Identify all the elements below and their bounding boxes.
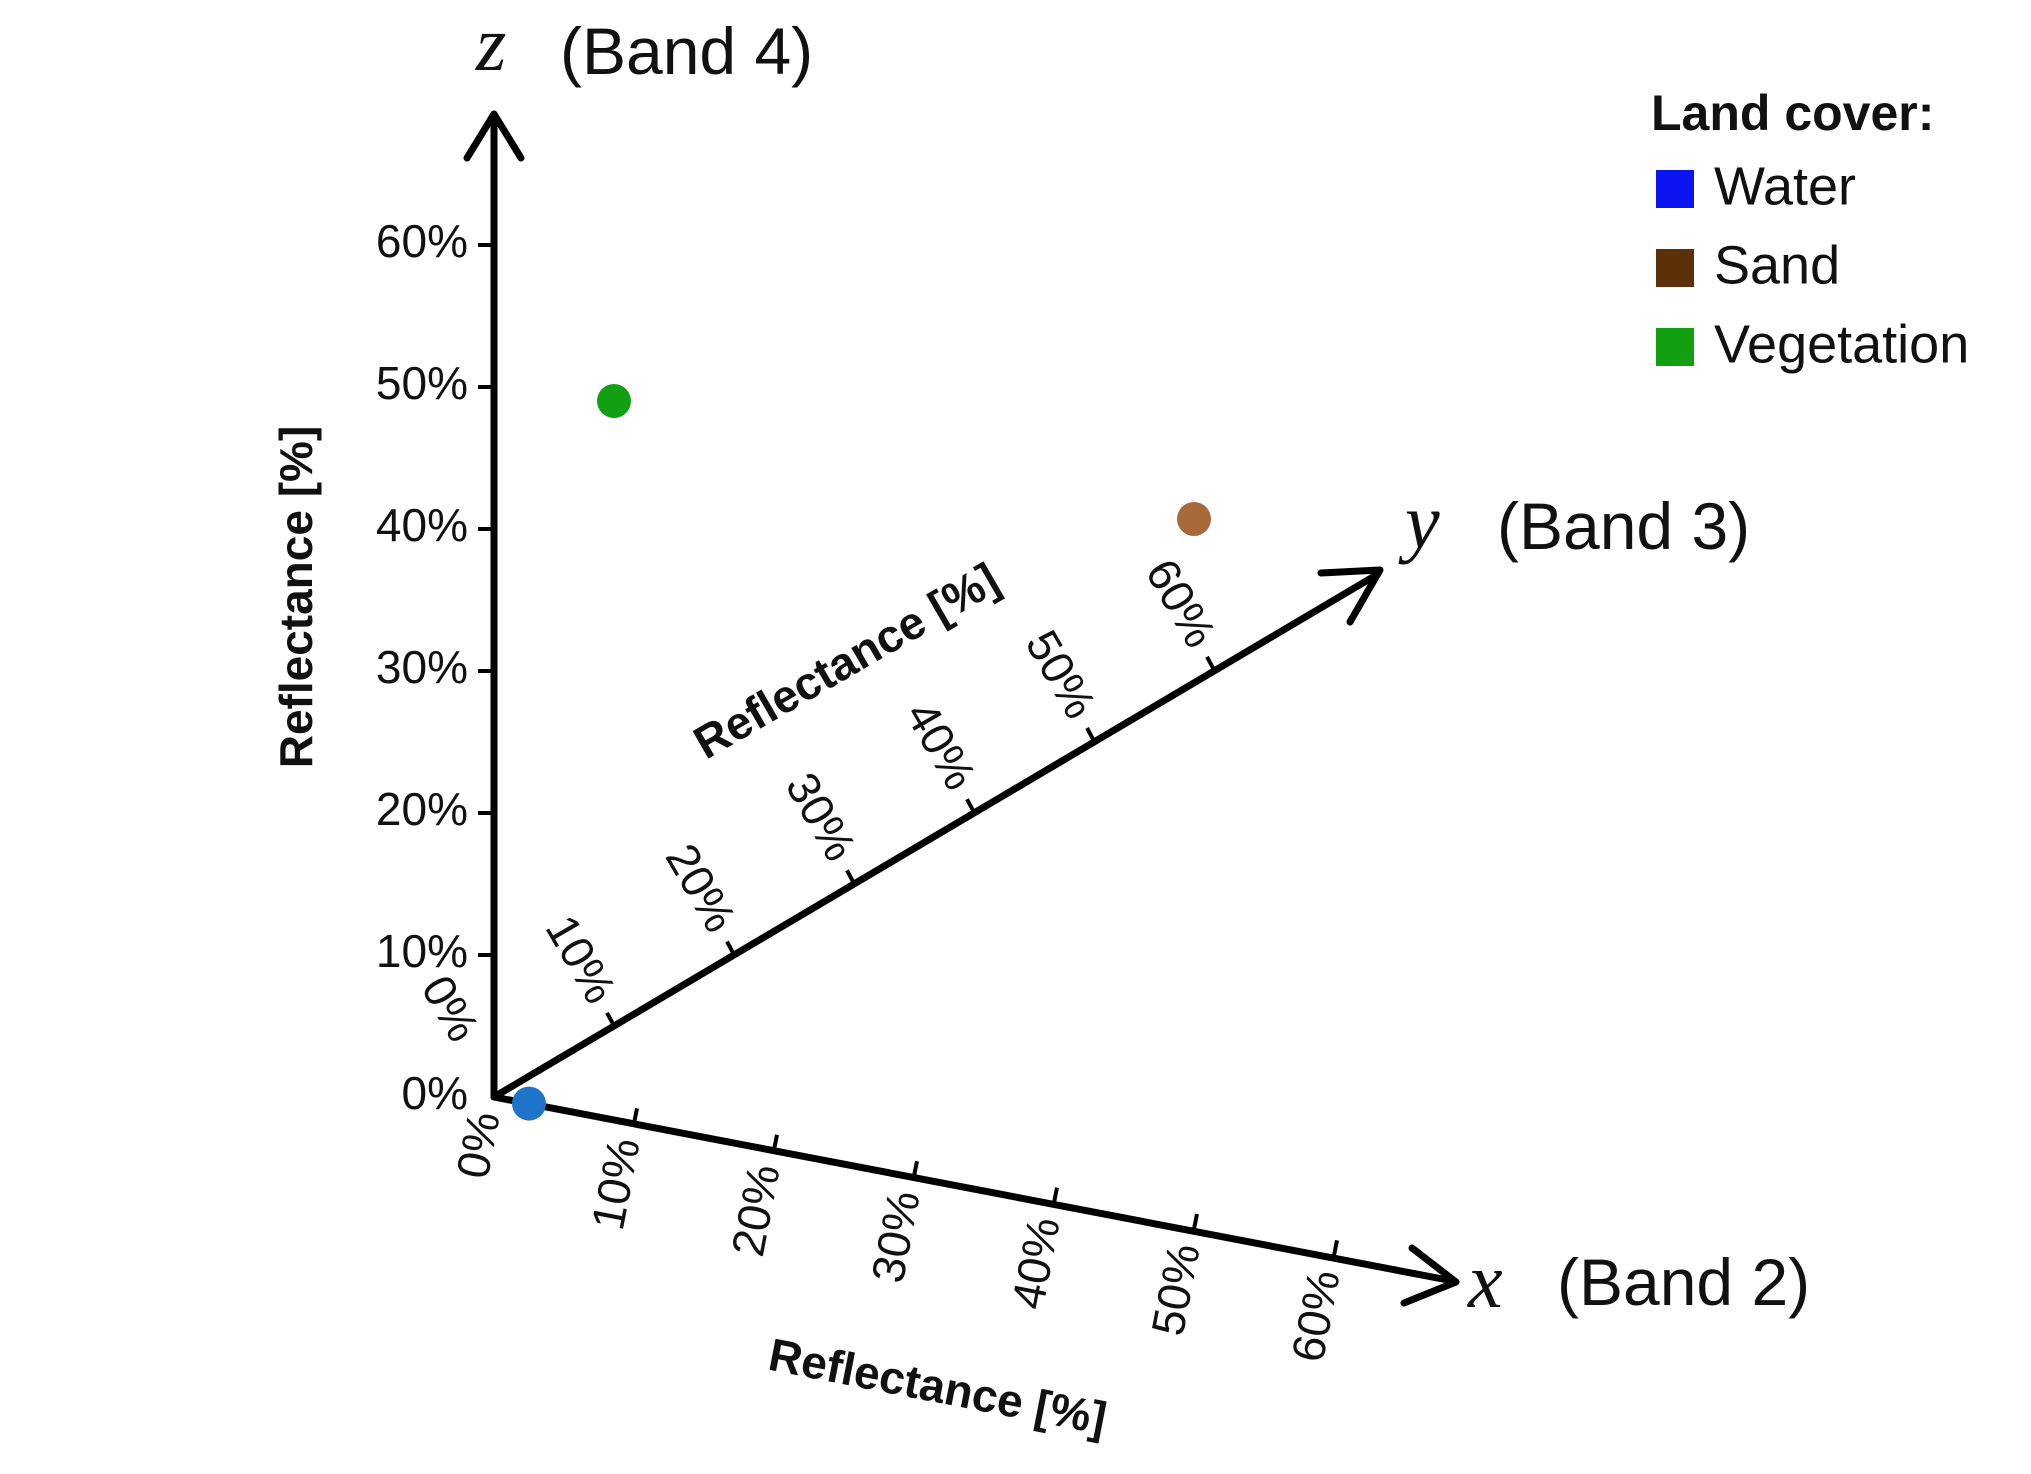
z-axis-variable-label: z: [475, 0, 506, 87]
y-tick-label: 50%: [1016, 621, 1107, 727]
x-tick-mark: [772, 1134, 779, 1151]
y-tick-mark: [845, 869, 856, 885]
x-tick-label: 50%: [1141, 1239, 1210, 1339]
z-tick-label: 60%: [376, 215, 468, 267]
legend: Land cover: Water Sand Vegetation: [1651, 85, 1969, 374]
y-tick-mark: [965, 798, 976, 814]
x-tick-label: 0%: [446, 1107, 510, 1182]
data-points: [512, 384, 1211, 1121]
y-tick-mark: [1205, 655, 1216, 671]
x-tick-label: 10%: [581, 1134, 650, 1234]
x-axis-title: Reflectance [%]: [765, 1328, 1111, 1444]
x-axis-band-label: (Band 2): [1557, 1245, 1810, 1319]
x-tick-label: 20%: [721, 1160, 790, 1260]
y-axis-arrowhead: [1317, 566, 1384, 626]
legend-label-vegetation: Vegetation: [1714, 314, 1969, 374]
y-tick-label: 40%: [896, 693, 987, 799]
x-axis-variable-label: x: [1467, 1237, 1503, 1324]
x-tick-mark: [632, 1108, 639, 1124]
legend-label-sand: Sand: [1714, 235, 1840, 295]
x-axis-arrowhead: [1400, 1244, 1460, 1307]
x-tick-mark: [1332, 1240, 1339, 1256]
z-tick-label: 10%: [376, 925, 468, 977]
data-point-sand: [1177, 502, 1211, 536]
x-tick-label: 40%: [1001, 1213, 1070, 1313]
y-axis-ticks: 0% 10% 20% 30% 40% 50% 60%: [412, 550, 1227, 1050]
data-point-vegetation: [597, 384, 631, 418]
y-axis-variable-label: y: [1398, 478, 1440, 565]
x-tick-mark: [1052, 1187, 1059, 1203]
z-axis-arrowhead: [463, 110, 525, 162]
x-axis-line: [490, 1093, 1457, 1285]
y-axis-line: [490, 570, 1382, 1101]
legend-swatch-vegetation: [1656, 328, 1694, 366]
z-tick-label: 40%: [376, 499, 468, 551]
y-tick-label: 0%: [412, 967, 490, 1051]
z-tick-label: 50%: [376, 357, 468, 409]
y-tick-label: 60%: [1136, 550, 1227, 656]
legend-label-water: Water: [1714, 156, 1856, 216]
z-tick-label: 20%: [376, 783, 468, 835]
z-tick-label: 0%: [402, 1067, 468, 1119]
legend-title: Land cover:: [1651, 85, 1934, 141]
data-point-water: [512, 1086, 546, 1121]
y-tick-mark: [1085, 727, 1096, 742]
x-tick-label: 30%: [861, 1187, 930, 1287]
y-tick-label: 10%: [536, 906, 627, 1012]
y-tick-mark: [605, 1011, 616, 1027]
z-axis-ticks: 0%10%20%30%40%50%60%: [376, 215, 494, 1119]
x-tick-mark: [1192, 1213, 1199, 1230]
z-axis-title: Reflectance [%]: [270, 426, 322, 769]
z-tick-label: 30%: [376, 641, 468, 693]
y-tick-mark: [725, 940, 736, 956]
x-tick-mark: [912, 1160, 919, 1177]
y-tick-label: 20%: [656, 835, 747, 941]
y-axis-band-label: (Band 3): [1497, 489, 1750, 563]
z-axis-band-label: (Band 4): [560, 14, 813, 88]
legend-swatch-sand: [1656, 249, 1694, 287]
legend-swatch-water: [1656, 170, 1694, 208]
x-tick-label: 60%: [1281, 1266, 1350, 1366]
y-tick-label: 30%: [776, 764, 867, 870]
